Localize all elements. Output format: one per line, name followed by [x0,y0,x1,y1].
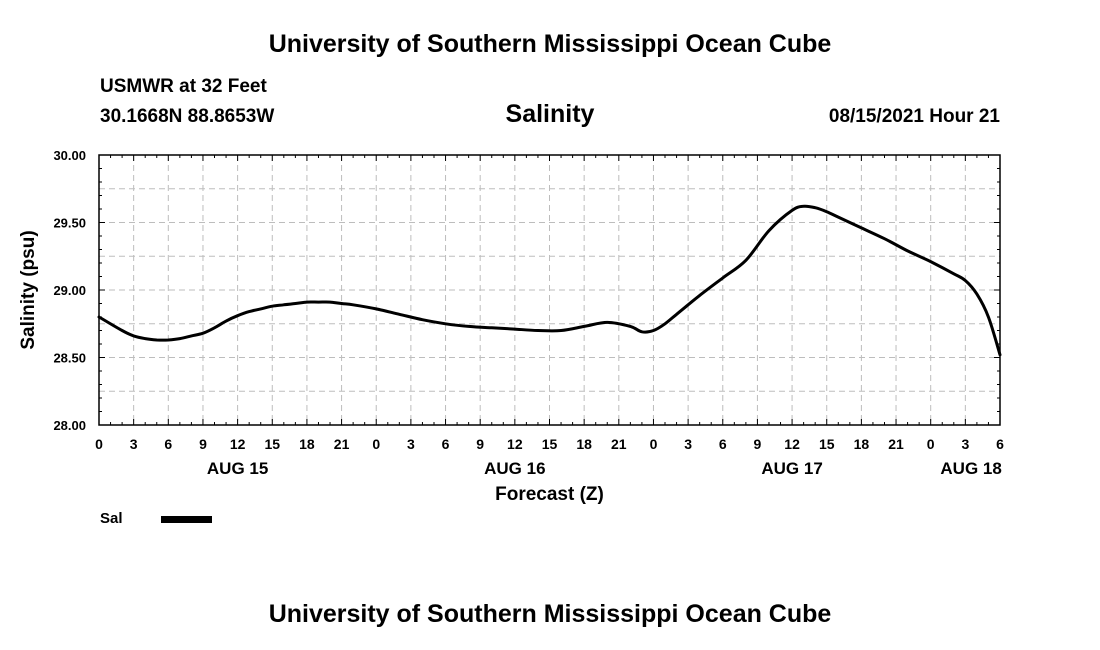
x-tick-label: 18 [576,436,592,452]
date-label: AUG 15 [207,459,268,478]
coordinates-label: 30.1668N 88.8653W [100,106,275,127]
legend-label: Sal [100,510,123,527]
x-tick-label: 3 [961,436,969,452]
x-tick-label: 15 [819,436,835,452]
series-line-sal [97,204,1002,357]
x-tick-label: 15 [542,436,558,452]
x-tick-label: 9 [754,436,762,452]
x-tick-label: 6 [719,436,727,452]
y-axis-label: Salinity (psu) [18,230,39,349]
chart-title: Salinity [505,100,595,128]
x-tick-label: 3 [130,436,138,452]
x-tick-label: 0 [650,436,658,452]
x-tick-label: 21 [611,436,627,452]
forecast-datetime: 08/15/2021 Hour 21 [828,106,1000,127]
x-tick-label: 12 [507,436,523,452]
x-tick-label: 21 [334,436,350,452]
x-tick-label: 3 [407,436,415,452]
x-tick-label: 15 [264,436,280,452]
x-tick-label: 18 [854,436,870,452]
date-label: AUG 18 [940,459,1001,478]
y-tick-label: 28.00 [53,418,86,433]
x-tick-label: 6 [442,436,450,452]
x-tick-label: 0 [95,436,103,452]
x-axis-label: Forecast (Z) [495,484,604,505]
x-tick-label: 6 [996,436,1004,452]
x-tick-label: 18 [299,436,315,452]
x-tick-label: 21 [888,436,904,452]
x-tick-label: 9 [476,436,484,452]
y-tick-label: 30.00 [53,148,86,163]
x-tick-label: 12 [230,436,246,452]
x-tick-label: 0 [372,436,380,452]
x-tick-label: 0 [927,436,935,452]
x-tick-label: 12 [784,436,800,452]
y-tick-label: 29.00 [53,283,86,298]
date-label: AUG 17 [761,459,822,478]
x-tick-label: 9 [199,436,207,452]
y-tick-label: 29.50 [53,216,86,231]
date-label: AUG 16 [484,459,545,478]
page-title-bottom: University of Southern Mississippi Ocean… [268,600,832,628]
x-tick-label: 6 [164,436,172,452]
y-tick-label: 28.50 [53,351,86,366]
station-label: USMWR at 32 Feet [100,76,267,97]
legend-line-swatch [161,516,212,523]
x-tick-label: 3 [684,436,692,452]
page-title-top: University of Southern Mississippi Ocean… [268,30,832,58]
